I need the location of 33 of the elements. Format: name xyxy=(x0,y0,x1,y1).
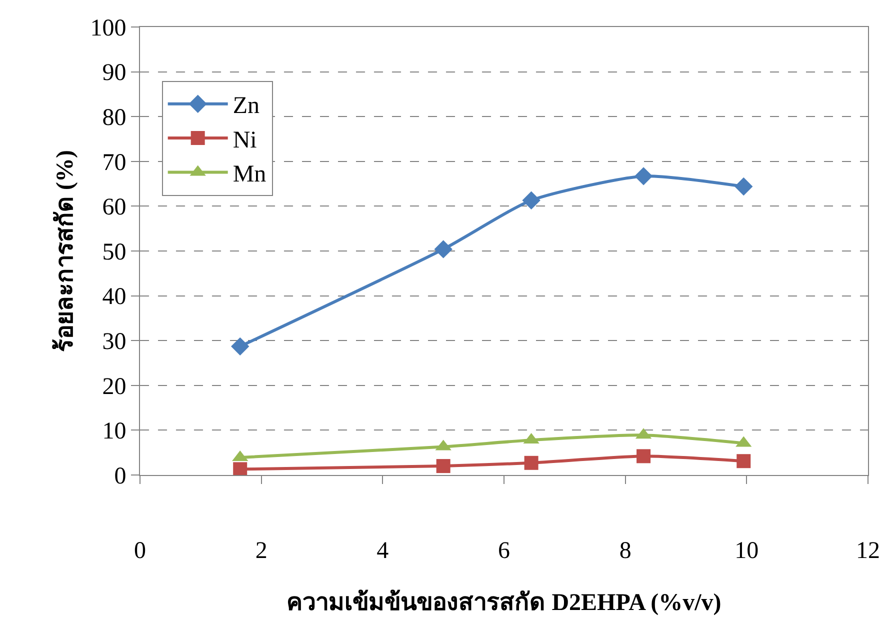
x-tick-label: 8 xyxy=(619,538,632,564)
legend-label: Ni xyxy=(232,127,258,154)
y-tick-label: 40 xyxy=(102,284,126,310)
y-tick-label: 70 xyxy=(102,150,126,176)
point xyxy=(636,449,651,464)
x-tick-label: 6 xyxy=(498,538,510,564)
legend-label: Mn xyxy=(232,162,266,188)
legend-label: Zn xyxy=(232,93,260,120)
point xyxy=(434,240,452,258)
y-axis-title: ร้อยละการสกัด (%) xyxy=(51,150,78,352)
point xyxy=(634,167,653,186)
y-tick-label: 60 xyxy=(102,194,126,221)
y-tick-label: 30 xyxy=(102,329,126,355)
y-tick-label: 0 xyxy=(114,463,126,490)
point xyxy=(524,456,538,470)
point xyxy=(734,177,753,196)
x-tick-label: 10 xyxy=(734,538,759,564)
y-tick-label: 100 xyxy=(90,15,126,42)
point xyxy=(736,454,751,468)
y-tick-label: 50 xyxy=(102,239,126,266)
y-tick-label: 10 xyxy=(102,418,126,445)
y-tick-label: 20 xyxy=(102,374,126,400)
y-tick-label: 90 xyxy=(102,60,126,86)
x-tick-label: 12 xyxy=(856,538,880,564)
x-tick-label: 2 xyxy=(255,538,268,564)
x-tick-label: 0 xyxy=(134,538,146,564)
x-axis-title: ความเข้มข้นของสารสกัด D2EHPA (%v/v) xyxy=(286,589,722,616)
point xyxy=(233,462,248,475)
point xyxy=(522,191,540,210)
x-tick-label: 4 xyxy=(376,538,389,564)
point xyxy=(231,337,250,356)
y-tick-label: 80 xyxy=(102,105,126,131)
point xyxy=(436,459,450,474)
